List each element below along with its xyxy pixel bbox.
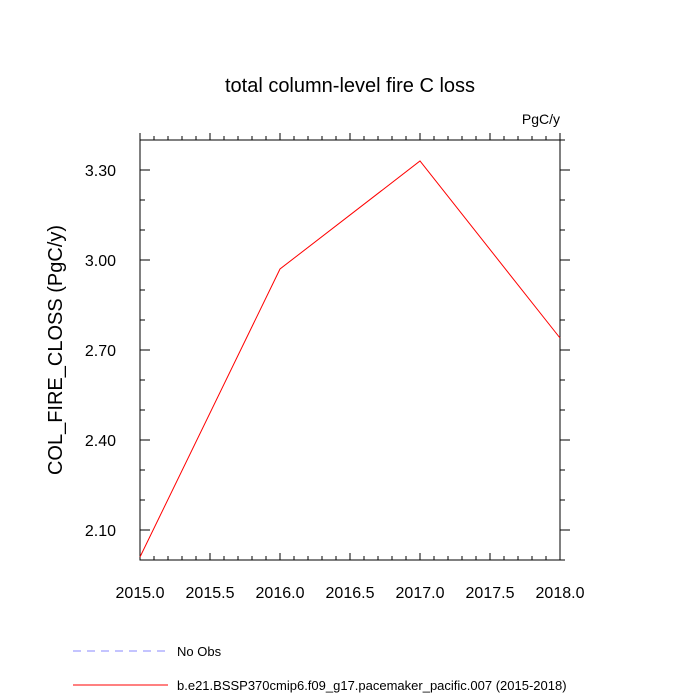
y-tick-label: 2.10 <box>85 523 116 540</box>
y-tick-labels: 2.10 2.40 2.70 3.00 3.30 <box>85 163 116 540</box>
y-tick-label: 3.00 <box>85 253 116 270</box>
x-tick-label: 2017.5 <box>466 585 515 602</box>
chart-title: total column-level fire C loss <box>225 75 475 97</box>
plot-frame <box>139 139 561 561</box>
series-line <box>139 160 561 558</box>
axis-ticks <box>139 133 570 561</box>
units-label: PgC/y <box>522 111 560 127</box>
x-tick-label: 2017.0 <box>396 585 445 602</box>
legend-label: b.e21.BSSP370cmip6.f09_g17.pacemaker_pac… <box>177 678 567 693</box>
y-axis-title: COL_FIRE_CLOSS (PgC/y) <box>45 225 67 475</box>
legend-label: No Obs <box>177 644 222 659</box>
legend: No Obs b.e21.BSSP370cmip6.f09_g17.pacemak… <box>73 644 567 693</box>
x-tick-label: 2016.0 <box>256 585 305 602</box>
x-tick-label: 2015.5 <box>186 585 235 602</box>
x-tick-label: 2016.5 <box>326 585 375 602</box>
x-tick-labels: 2015.0 2015.5 2016.0 2016.5 2017.0 2017.5 2018… <box>116 585 585 602</box>
y-tick-label: 3.30 <box>85 163 116 180</box>
y-tick-label: 2.40 <box>85 433 116 450</box>
y-tick-label: 2.70 <box>85 343 116 360</box>
x-tick-label: 2018.0 <box>536 585 585 602</box>
x-tick-label: 2015.0 <box>116 585 165 602</box>
series-layer <box>139 160 561 558</box>
